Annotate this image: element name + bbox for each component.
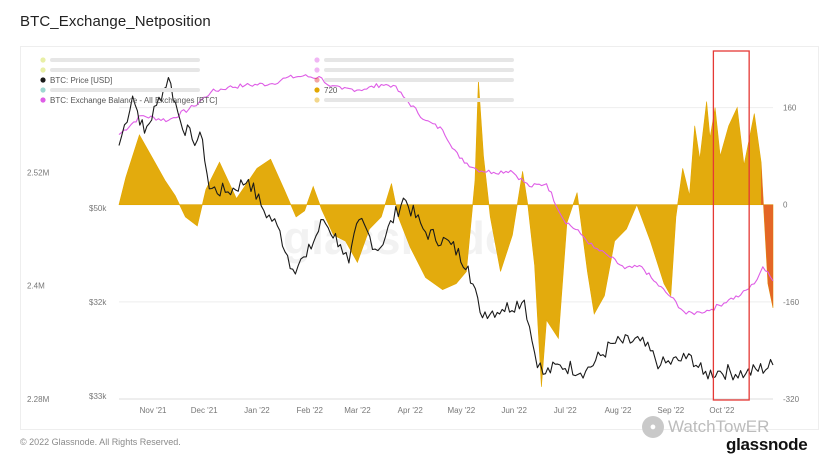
legend-label: 720 <box>324 86 338 95</box>
legend-faded-bar <box>50 58 200 62</box>
net-axis-tick: -160 <box>783 298 800 307</box>
legend-faded-bar <box>50 68 200 72</box>
legend-swatch <box>40 97 46 103</box>
glassnode-logo: glassnode <box>726 435 808 454</box>
x-axis-tick: Sep '22 <box>657 406 684 415</box>
balance-axis-tick: 2.28M <box>27 395 50 404</box>
watchtower-brand: ● WatchTowER <box>642 416 769 438</box>
balance-axis-tick: 2.4M <box>27 282 45 291</box>
exchange-netposition-chart: glassnode 2.52M 2.4M 2.28M $50k $32k $33k 160 0… <box>27 50 800 415</box>
x-axis-tick: Oct '22 <box>709 406 735 415</box>
highlight-box <box>712 50 750 401</box>
legend-faded-bar <box>324 98 514 102</box>
price-axis-tick: $50k <box>89 204 107 213</box>
net-axis-tick: -320 <box>783 395 800 404</box>
legend-faded-bar <box>50 88 200 92</box>
exchange-balance-line <box>118 74 774 316</box>
annotation-layer <box>712 50 750 401</box>
brand-name: WatchTowER <box>668 417 770 436</box>
legend-swatch <box>40 87 46 93</box>
x-axis-tick: Apr '22 <box>398 406 424 415</box>
line-layer <box>118 74 774 381</box>
x-axis-tick: Mar '22 <box>344 406 371 415</box>
chart-title: BTC_Exchange_Netposition <box>20 13 211 30</box>
x-axis-tick: Jul '22 <box>554 406 577 415</box>
x-axis-tick: Feb '22 <box>297 406 324 415</box>
x-axis-tick: May '22 <box>447 406 475 415</box>
x-axis-tick: Jan '22 <box>244 406 270 415</box>
x-axis-tick: Jun '22 <box>501 406 527 415</box>
net-axis-tick: 0 <box>783 201 788 210</box>
legend-swatch <box>314 67 320 73</box>
legend-faded-bar <box>324 58 514 62</box>
price-axis-tick: $33k <box>89 392 107 401</box>
legend-swatch <box>314 97 320 103</box>
balance-axis-tick: 2.52M <box>27 168 50 177</box>
net-axis-tick: 160 <box>783 104 797 113</box>
legend-swatch <box>40 67 46 73</box>
chart-panel: glassnode 2.52M 2.4M 2.28M $50k $32k $33k 160 0… <box>20 46 819 430</box>
legend-layer: BTC: Price [USD] BTC: Exchange Balance - … <box>40 57 514 105</box>
wechat-icon: ● <box>642 416 664 438</box>
legend-swatch <box>40 77 46 83</box>
copyright-text: © 2022 Glassnode. All Rights Reserved. <box>20 437 181 447</box>
btc-price-line <box>118 76 774 381</box>
legend-label: BTC: Exchange Balance - All Exchanges [B… <box>50 96 217 105</box>
legend-swatch <box>314 87 320 93</box>
legend-swatch <box>314 77 320 83</box>
x-axis-tick: Nov '21 <box>140 406 167 415</box>
netposition-tail-area <box>761 162 773 308</box>
x-axis-tick: Aug '22 <box>605 406 632 415</box>
watermark-text: glassnode <box>283 212 511 264</box>
axis-layer: 2.52M 2.4M 2.28M $50k $32k $33k 160 0 -160 -320 No… <box>27 104 800 415</box>
legend-label: BTC: Price [USD] <box>50 76 112 85</box>
netposition-area <box>118 80 774 387</box>
legend-faded-bar <box>324 78 514 82</box>
legend-faded-bar <box>324 68 514 72</box>
net-area-layer <box>118 80 774 387</box>
price-axis-tick: $32k <box>89 298 107 307</box>
x-axis-tick: Dec '21 <box>191 406 218 415</box>
legend-swatch <box>314 57 320 63</box>
legend-swatch <box>40 57 46 63</box>
